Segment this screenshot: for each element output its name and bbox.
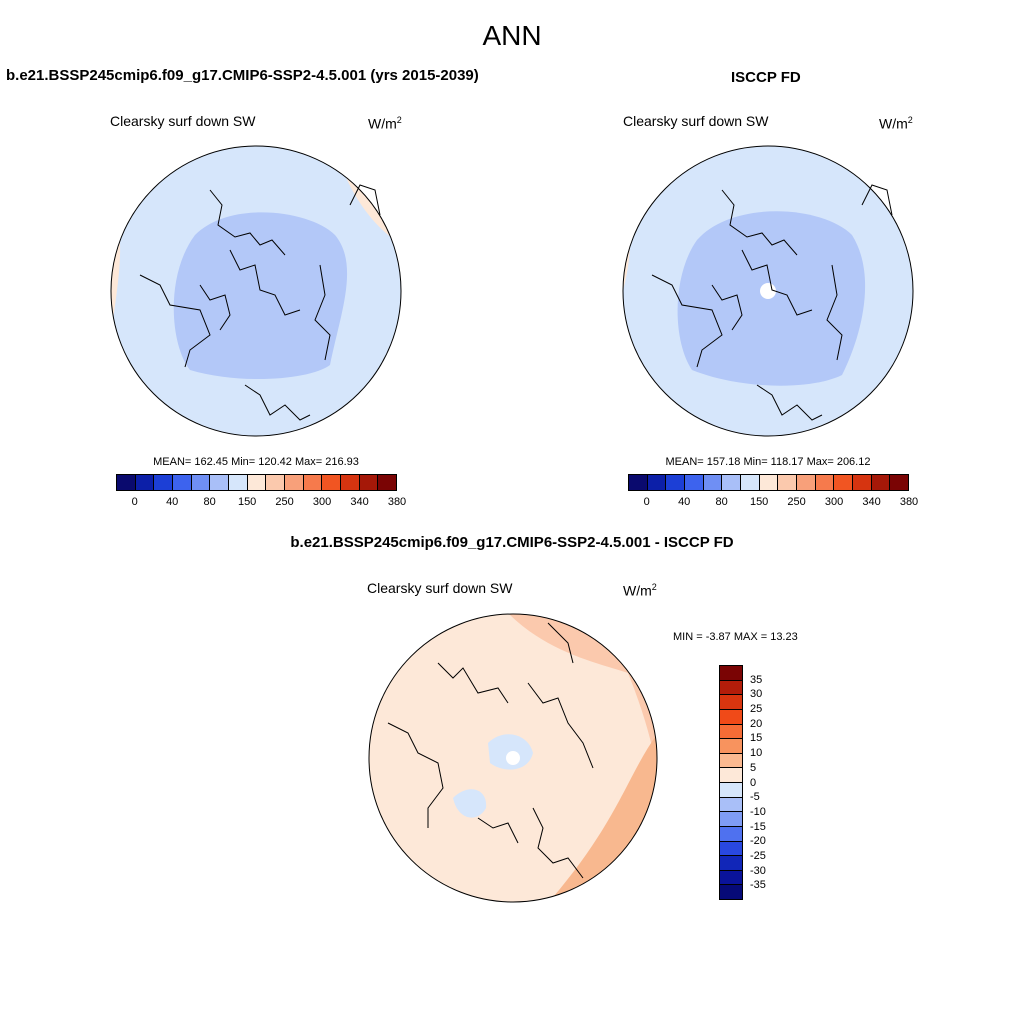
colorbar-tick-label: 300 <box>312 496 332 508</box>
colorbar-swatch <box>703 475 723 490</box>
colorbar-swatch <box>720 724 742 740</box>
colorbar-swatch <box>378 475 397 490</box>
colorbar-tick-label: -30 <box>750 864 766 877</box>
colorbar-tick-label: 80 <box>715 496 728 508</box>
diff-case-title: b.e21.BSSP245cmip6.f09_g17.CMIP6-SSP2-4.… <box>290 534 734 551</box>
colorbar-tick-label: -5 <box>750 791 760 804</box>
colorbar-swatch <box>303 475 323 490</box>
colorbar-tick-label: -25 <box>750 849 766 862</box>
colorbar-tick-label: 150 <box>237 496 257 508</box>
colorbar-swatch <box>720 783 742 798</box>
colorbar-swatch <box>247 475 267 490</box>
colorbar-tick-label: -20 <box>750 835 766 848</box>
diff-polar-map <box>368 613 658 903</box>
colorbar-swatch <box>720 856 742 871</box>
colorbar-swatch <box>797 475 816 490</box>
colorbar-swatch <box>720 812 742 827</box>
colorbar-tick-label: 380 <box>899 496 919 508</box>
colorbar-swatch <box>154 475 174 490</box>
colorbar-swatch <box>266 475 286 490</box>
colorbar-tick-label: -15 <box>750 820 766 833</box>
colorbar-swatch <box>720 885 742 899</box>
left-polar-map <box>110 145 402 437</box>
colorbar-swatch <box>853 475 872 490</box>
diff-colorbar <box>719 665 743 900</box>
colorbar-swatch <box>720 666 742 681</box>
colorbar-tick-label: 380 <box>387 496 407 508</box>
colorbar-tick-label: 300 <box>824 496 844 508</box>
colorbar-swatch <box>720 797 742 813</box>
colorbar-swatch <box>341 475 360 490</box>
colorbar-swatch <box>135 475 155 490</box>
colorbar-swatch <box>741 475 760 490</box>
colorbar-swatch <box>666 475 686 490</box>
right-unit-label: W/m2 <box>879 115 913 132</box>
colorbar-tick-label: 150 <box>749 496 769 508</box>
colorbar-tick-label: 35 <box>750 673 763 686</box>
colorbar-tick-label: 0 <box>643 496 650 508</box>
colorbar-swatch <box>720 695 742 710</box>
colorbar-tick-label: -10 <box>750 805 766 818</box>
colorbar-swatch <box>720 768 742 783</box>
diff-min-max: MIN = -3.87 MAX = 13.23 <box>673 631 798 643</box>
colorbar-swatch <box>722 475 742 490</box>
colorbar-swatch <box>871 475 891 490</box>
colorbar-swatch <box>685 475 704 490</box>
colorbar-tick-label: 25 <box>750 703 763 716</box>
colorbar-tick-label: 10 <box>750 747 763 760</box>
colorbar-swatch <box>191 475 211 490</box>
colorbar-swatch <box>720 826 742 842</box>
colorbar-swatch <box>647 475 667 490</box>
colorbar-swatch <box>834 475 854 490</box>
colorbar-swatch <box>173 475 192 490</box>
colorbar-tick-label: -35 <box>750 879 766 892</box>
colorbar-swatch <box>720 680 742 696</box>
right-colorbar-ticks: 0 40 80 150 250 300 340 380 <box>628 496 919 510</box>
colorbar-swatch <box>629 475 648 490</box>
figure-title: ANN <box>482 20 542 51</box>
colorbar-swatch <box>720 709 742 725</box>
colorbar-tick-label: 340 <box>862 496 881 508</box>
diff-colorbar-ticks: 35 30 25 20 15 10 5 0 -5 -10 -15 -20 -25 -30 -35 <box>750 665 790 900</box>
colorbar-swatch <box>759 475 779 490</box>
colorbar-swatch <box>720 739 742 754</box>
colorbar-tick-label: 5 <box>750 761 757 774</box>
colorbar-swatch <box>117 475 136 490</box>
colorbar-tick-label: 250 <box>787 496 806 508</box>
colorbar-swatch <box>720 870 742 886</box>
left-variable-label: Clearsky surf down SW <box>110 113 256 129</box>
colorbar-tick-label: 0 <box>131 496 138 508</box>
right-colorbar <box>628 474 909 491</box>
colorbar-tick-label: 340 <box>350 496 369 508</box>
colorbar-swatch <box>229 475 248 490</box>
colorbar-swatch <box>815 475 835 490</box>
left-stats: MEAN= 162.45 Min= 120.42 Max= 216.93 <box>153 456 359 468</box>
colorbar-swatch <box>210 475 230 490</box>
left-colorbar <box>116 474 397 491</box>
colorbar-tick-label: 80 <box>203 496 216 508</box>
diff-variable-label: Clearsky surf down SW <box>367 580 513 596</box>
colorbar-tick-label: 15 <box>750 732 763 745</box>
colorbar-swatch <box>322 475 342 490</box>
left-case-title: b.e21.BSSP245cmip6.f09_g17.CMIP6-SSP2-4.… <box>6 67 479 84</box>
colorbar-tick-label: 40 <box>678 496 691 508</box>
colorbar-tick-label: 20 <box>750 717 763 730</box>
colorbar-swatch <box>720 841 742 857</box>
colorbar-swatch <box>359 475 379 490</box>
colorbar-tick-label: 0 <box>750 776 757 789</box>
diff-unit-label: W/m2 <box>623 582 657 599</box>
colorbar-swatch <box>285 475 304 490</box>
colorbar-swatch <box>720 753 742 769</box>
colorbar-tick-label: 40 <box>166 496 179 508</box>
right-case-title: ISCCP FD <box>731 69 801 86</box>
colorbar-swatch <box>778 475 798 490</box>
colorbar-tick-label: 30 <box>750 688 763 701</box>
right-stats: MEAN= 157.18 Min= 118.17 Max= 206.12 <box>665 456 871 468</box>
right-variable-label: Clearsky surf down SW <box>623 113 769 129</box>
right-polar-map <box>622 145 914 437</box>
colorbar-swatch <box>890 475 909 490</box>
left-unit-label: W/m2 <box>368 115 402 132</box>
colorbar-tick-label: 250 <box>275 496 294 508</box>
left-colorbar-ticks: 0 40 80 150 250 300 340 380 <box>116 496 407 510</box>
